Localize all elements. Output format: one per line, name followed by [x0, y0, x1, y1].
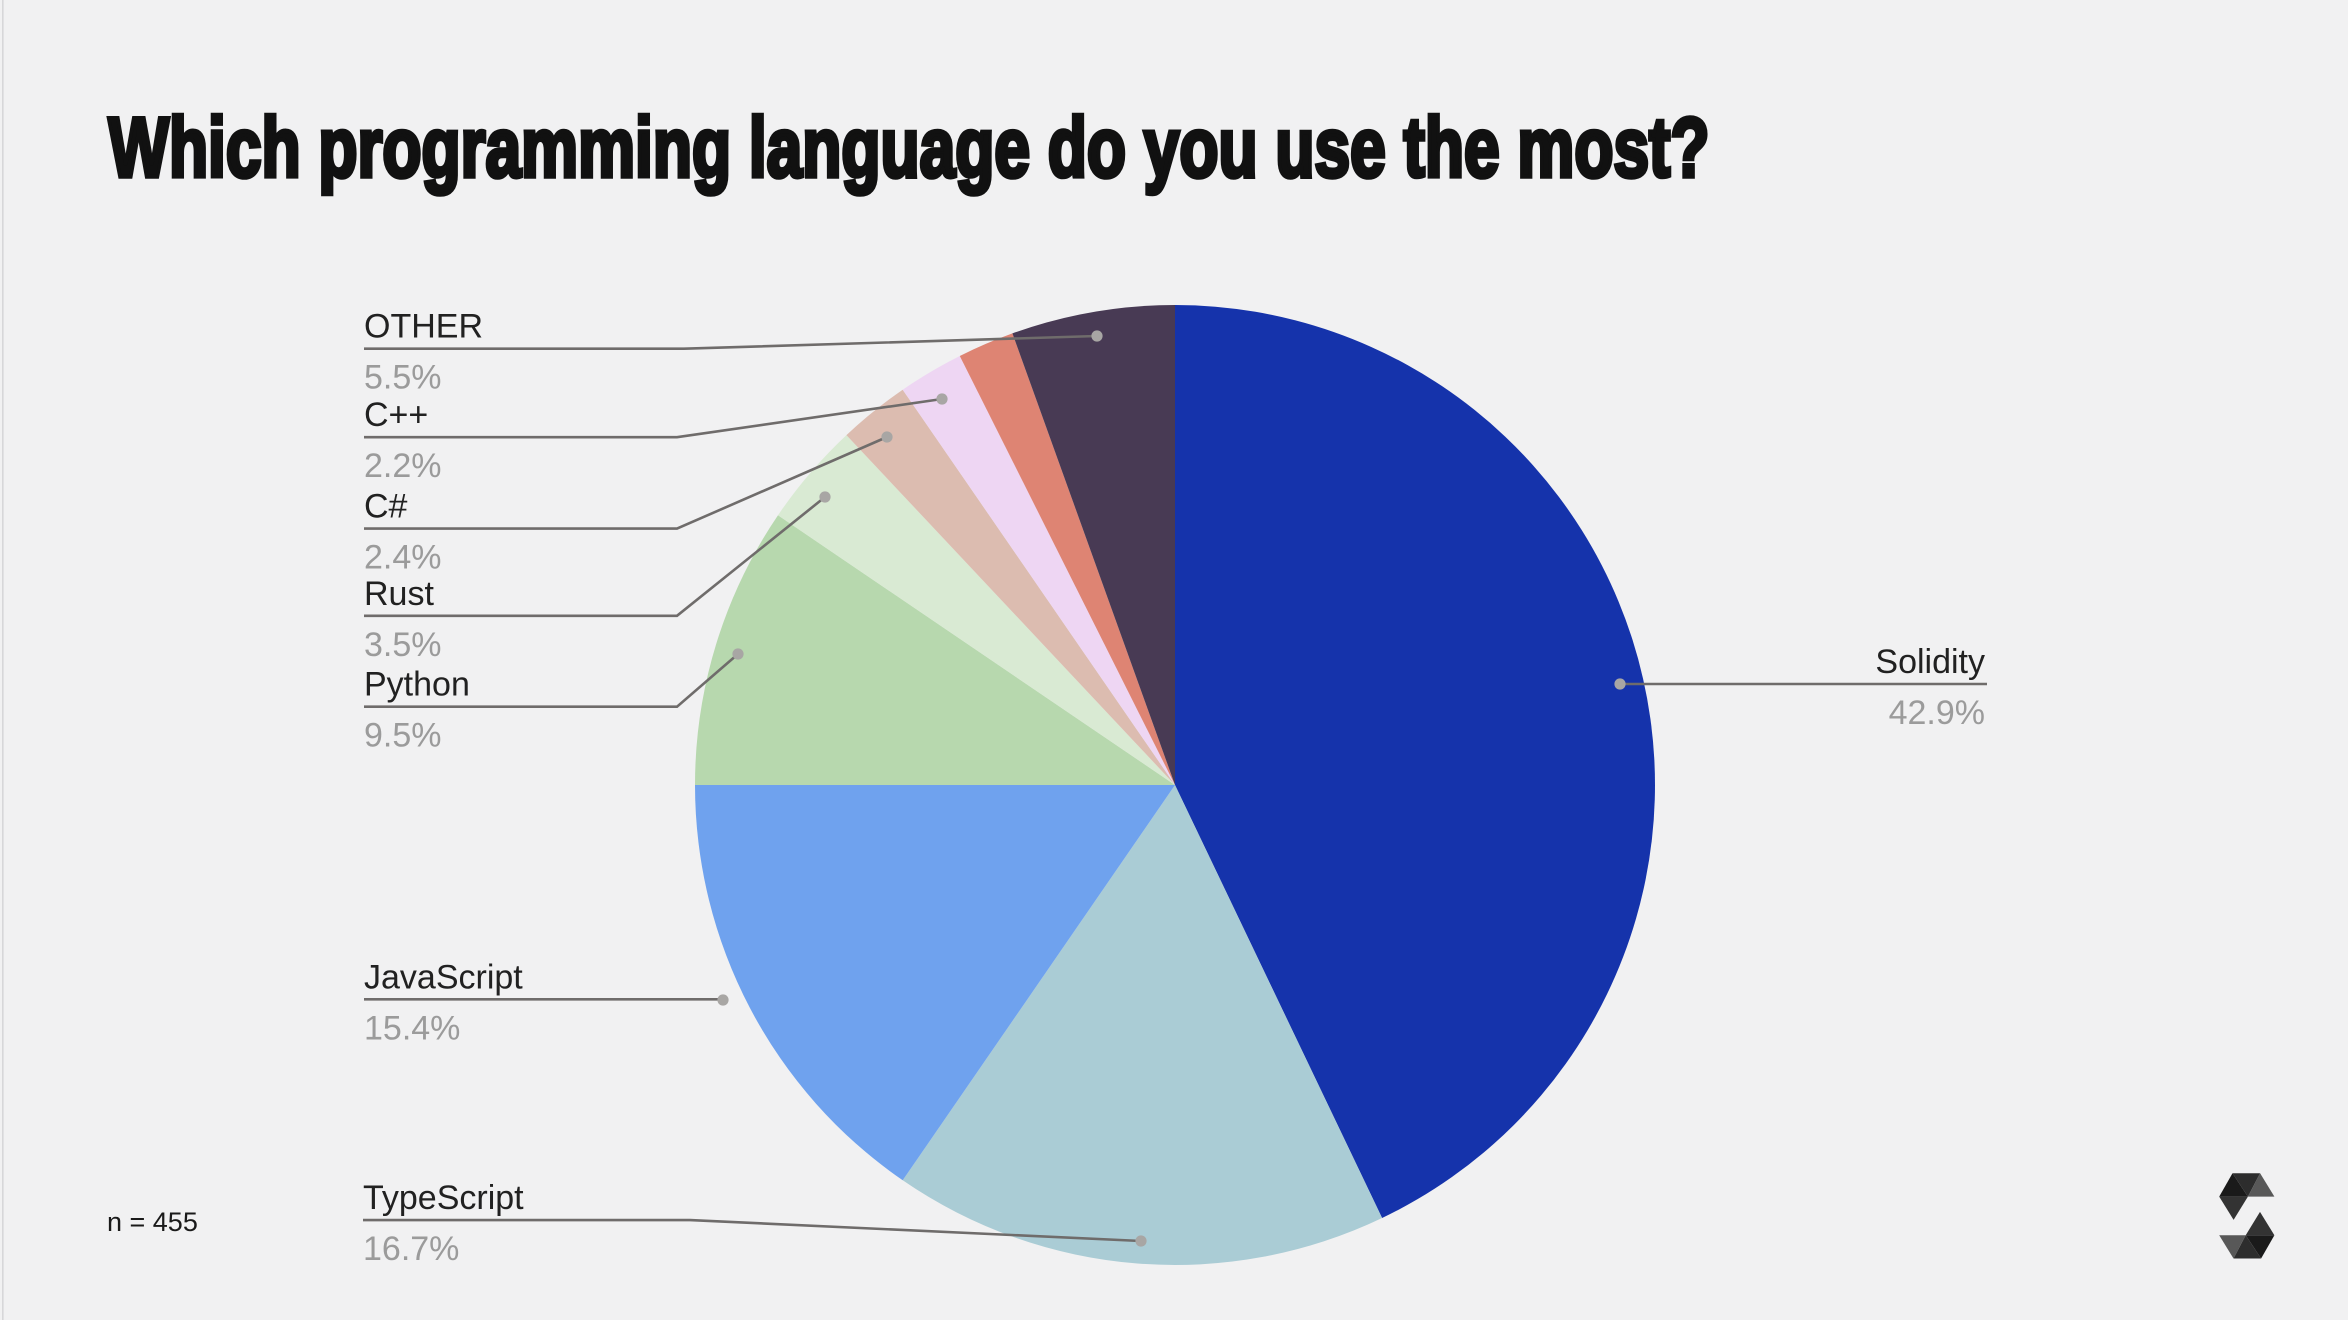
- svg-text:Which programming language do: Which programming language do you use th…: [109, 101, 1710, 195]
- svg-text:Rust: Rust: [364, 575, 434, 613]
- svg-text:3.5%: 3.5%: [364, 626, 442, 664]
- svg-text:Solidity: Solidity: [1875, 643, 1985, 681]
- svg-text:JavaScript: JavaScript: [364, 958, 523, 996]
- svg-text:Python: Python: [364, 666, 470, 704]
- svg-text:C#: C#: [364, 488, 408, 526]
- svg-text:15.4%: 15.4%: [364, 1009, 460, 1047]
- svg-text:9.5%: 9.5%: [364, 717, 442, 755]
- svg-text:2.2%: 2.2%: [364, 447, 442, 485]
- svg-text:C++: C++: [364, 396, 428, 434]
- svg-text:OTHER: OTHER: [364, 308, 483, 346]
- svg-text:16.7%: 16.7%: [363, 1230, 459, 1268]
- svg-text:5.5%: 5.5%: [364, 359, 442, 397]
- svg-text:n = 455: n = 455: [107, 1207, 198, 1237]
- svg-text:2.4%: 2.4%: [364, 539, 442, 577]
- svg-text:TypeScript: TypeScript: [363, 1179, 524, 1217]
- svg-text:42.9%: 42.9%: [1889, 694, 1985, 732]
